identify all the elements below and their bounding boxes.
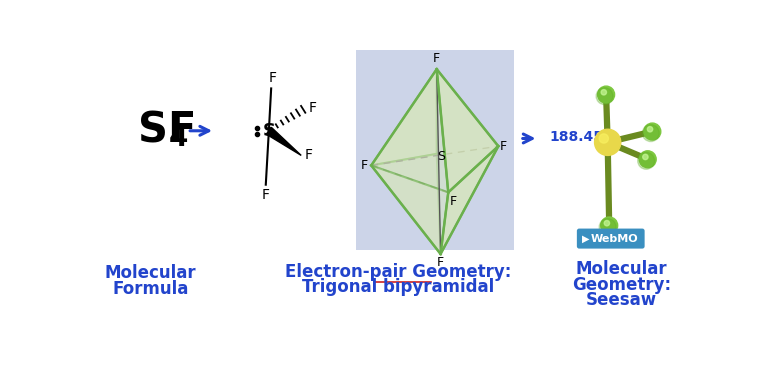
- Circle shape: [643, 154, 648, 160]
- Circle shape: [594, 129, 621, 156]
- Polygon shape: [371, 69, 437, 166]
- Text: Formula: Formula: [112, 280, 188, 298]
- Polygon shape: [266, 127, 301, 156]
- Polygon shape: [441, 146, 498, 254]
- Polygon shape: [371, 154, 441, 254]
- Text: F: F: [262, 188, 270, 202]
- Circle shape: [599, 218, 616, 235]
- Circle shape: [604, 220, 610, 226]
- Text: Electron-pair Geometry:: Electron-pair Geometry:: [285, 263, 511, 281]
- Text: F: F: [309, 101, 317, 115]
- Text: S: S: [263, 122, 276, 140]
- Text: F: F: [305, 149, 313, 162]
- Circle shape: [644, 123, 660, 140]
- Text: 4: 4: [169, 124, 188, 152]
- Text: F: F: [361, 159, 368, 172]
- Text: 188.45°: 188.45°: [550, 130, 611, 144]
- Circle shape: [599, 134, 608, 143]
- Text: F: F: [450, 195, 457, 208]
- Text: WebMO: WebMO: [591, 233, 638, 243]
- Text: F: F: [269, 71, 276, 85]
- FancyBboxPatch shape: [577, 228, 644, 248]
- Text: Molecular: Molecular: [576, 260, 667, 278]
- Polygon shape: [371, 166, 449, 254]
- Polygon shape: [371, 69, 449, 192]
- Polygon shape: [437, 69, 498, 192]
- Circle shape: [601, 89, 607, 95]
- Circle shape: [639, 151, 656, 168]
- Circle shape: [598, 86, 614, 103]
- Text: Trigonal bipyramidal: Trigonal bipyramidal: [302, 278, 495, 296]
- Text: F: F: [433, 52, 440, 65]
- Bar: [356, 50, 514, 250]
- Text: F: F: [500, 140, 507, 153]
- Text: ▶: ▶: [581, 233, 589, 243]
- Circle shape: [596, 88, 613, 104]
- Text: F: F: [437, 256, 444, 269]
- Text: SF: SF: [138, 110, 197, 152]
- Text: Geometry:: Geometry:: [572, 276, 671, 294]
- Text: S: S: [437, 151, 445, 164]
- Text: Molecular: Molecular: [104, 264, 196, 282]
- Circle shape: [647, 127, 653, 132]
- Circle shape: [642, 125, 659, 142]
- Text: Seesaw: Seesaw: [586, 291, 657, 309]
- Circle shape: [601, 217, 617, 234]
- Circle shape: [637, 152, 654, 169]
